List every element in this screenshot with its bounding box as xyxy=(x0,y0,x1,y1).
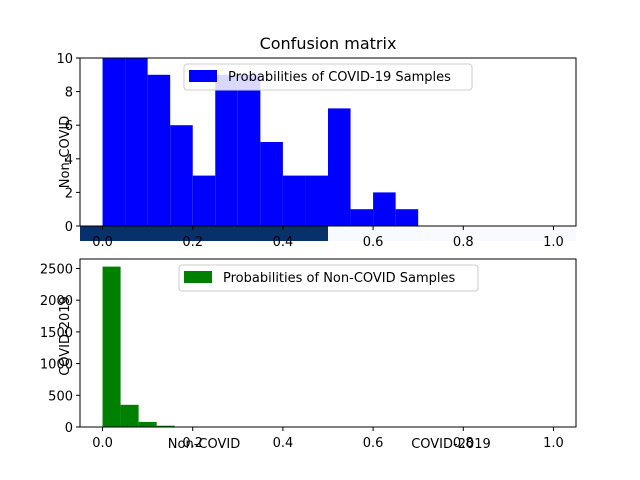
bottom-ytick-label-2: 1000 xyxy=(40,358,73,373)
top-bar-9 xyxy=(305,175,328,226)
top-bar-3 xyxy=(170,125,193,226)
top-ytick-label-0: 0 xyxy=(65,220,73,235)
bottom-legend-swatch xyxy=(184,271,212,283)
top-bar-11 xyxy=(350,209,374,226)
top-bar-2 xyxy=(147,74,171,226)
top-xtick-label-2: 0.4 xyxy=(273,235,294,250)
bottom-xtick-label-4: 0.8 xyxy=(453,436,474,451)
row-label-bottom: COVID-2019 xyxy=(58,296,73,376)
top-axes-frame xyxy=(79,57,577,227)
bottom-bar-1 xyxy=(120,404,139,427)
top-bar-8 xyxy=(282,175,306,226)
confusion-overlay-strip xyxy=(80,226,576,241)
bottom-legend: Probabilities of Non-COVID Samples xyxy=(178,264,479,292)
top-legend: Probabilities of COVID-19 Samples xyxy=(183,63,473,91)
top-x-ticks: 0.0 0.2 0.4 0.6 0.8 1.0 xyxy=(92,226,564,250)
bottom-xtick-label-5: 1.0 xyxy=(543,436,564,451)
top-bar-12 xyxy=(373,192,396,226)
top-xtick-label-3: 0.6 xyxy=(363,235,384,250)
top-xtick-label-4: 0.8 xyxy=(453,235,474,250)
top-xtick-label-1: 0.2 xyxy=(182,235,203,250)
bottom-histogram-bars xyxy=(102,266,193,427)
top-legend-swatch xyxy=(189,70,217,82)
bottom-bar-3 xyxy=(156,425,175,427)
bottom-ytick-label-5: 2500 xyxy=(40,263,73,278)
top-bar-1 xyxy=(125,58,148,226)
top-bar-6 xyxy=(237,74,261,226)
top-histogram-bars xyxy=(102,58,419,226)
figure-title: Confusion matrix xyxy=(260,34,397,53)
bottom-y-ticks: 0 500 1000 1500 2000 2500 xyxy=(40,263,80,436)
col-label-left: Non-COVID xyxy=(168,437,240,452)
top-histogram-panel: 0 2 4 6 8 10 0.0 0.2 0.4 0.6 0.8 1.0 Probabilities… xyxy=(56,52,577,250)
top-y-ticks: 0 2 4 6 8 10 xyxy=(56,52,80,235)
bottom-bar-2 xyxy=(138,421,157,427)
top-xtick-label-0: 0.0 xyxy=(92,235,113,250)
row-label-top: Non-COVID xyxy=(58,116,73,188)
top-bar-0 xyxy=(102,58,126,226)
bottom-bar-0 xyxy=(102,266,121,427)
bottom-xtick-label-0: 0.0 xyxy=(92,436,113,451)
top-bar-10 xyxy=(328,108,351,226)
top-bar-7 xyxy=(260,142,283,226)
top-bar-13 xyxy=(395,209,419,226)
bottom-legend-label: Probabilities of Non-COVID Samples xyxy=(223,271,456,286)
bottom-ytick-label-1: 500 xyxy=(48,389,73,404)
top-ytick-label-2: 4 xyxy=(65,153,73,168)
top-bar-4 xyxy=(192,175,216,226)
bottom-xtick-label-2: 0.4 xyxy=(273,436,294,451)
confusion-cell-light xyxy=(328,226,576,241)
bottom-legend-box xyxy=(178,264,479,292)
confusion-cell-dark xyxy=(80,226,328,241)
bottom-xtick-label-1: 0.2 xyxy=(182,436,203,451)
top-ytick-label-3: 6 xyxy=(65,119,73,134)
bottom-xtick-label-3: 0.6 xyxy=(363,436,384,451)
top-ytick-label-1: 2 xyxy=(65,186,73,201)
top-legend-label: Probabilities of COVID-19 Samples xyxy=(228,70,451,85)
top-bar-5 xyxy=(215,74,238,226)
bottom-ytick-label-0: 0 xyxy=(65,421,73,436)
top-legend-box xyxy=(183,63,473,91)
top-xtick-label-5: 1.0 xyxy=(543,235,564,250)
bottom-ytick-label-3: 1500 xyxy=(40,326,73,341)
col-label-right: COVID-2019 xyxy=(411,437,491,452)
bottom-x-ticks: 0.0 0.2 0.4 0.6 0.8 1.0 xyxy=(92,427,564,451)
bottom-ytick-label-4: 2000 xyxy=(40,294,73,309)
bottom-axes-frame xyxy=(79,258,577,428)
top-ytick-label-5: 10 xyxy=(56,52,73,67)
top-ytick-label-4: 8 xyxy=(65,86,73,101)
